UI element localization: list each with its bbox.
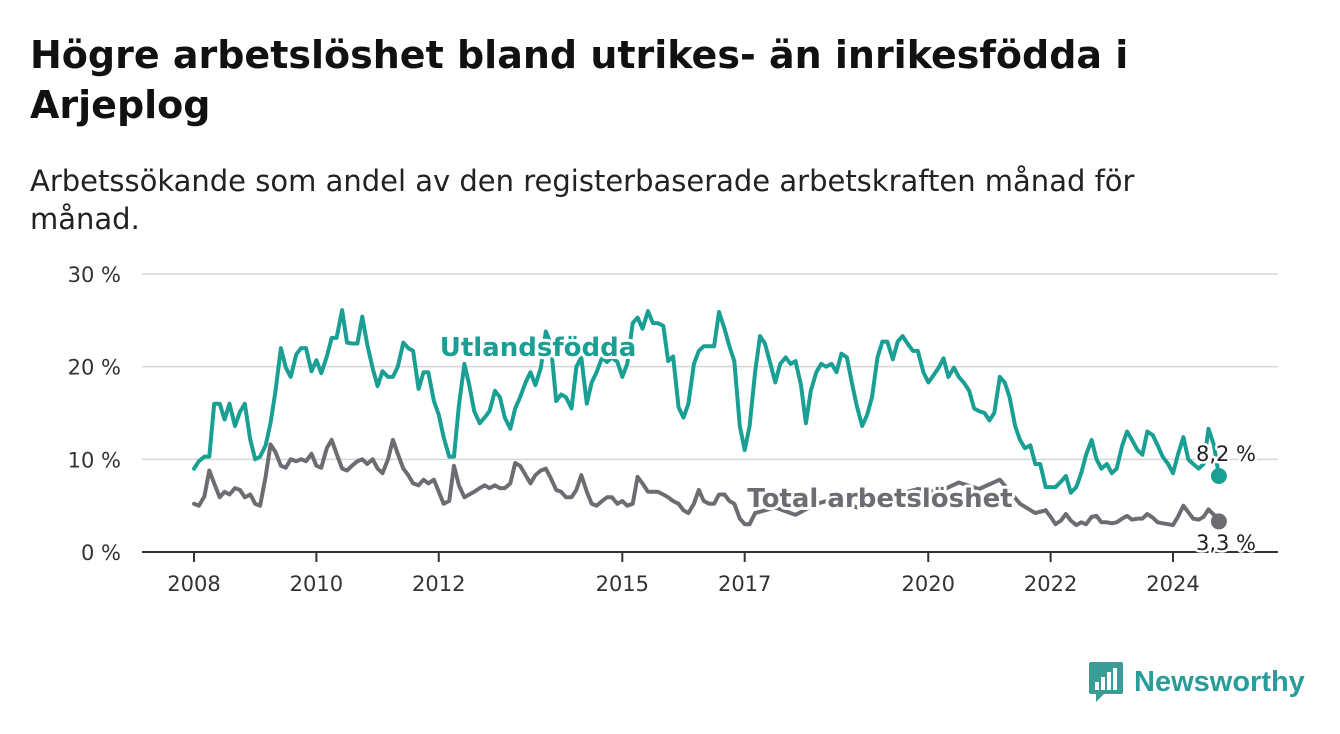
x-tick-label: 2020 [902, 572, 955, 596]
brand: Newsworthy [1088, 660, 1305, 704]
newsworthy-logo-icon [1089, 662, 1123, 702]
series-lines [192, 308, 1227, 530]
x-tick-label: 2008 [167, 572, 220, 596]
y-tick-label: 30 % [68, 263, 121, 287]
y-tick-label: 0 % [81, 541, 121, 565]
series-line-utlandsfodda [192, 308, 1221, 495]
x-tick-label: 2012 [412, 572, 465, 596]
x-tick-label: 2022 [1024, 572, 1077, 596]
end-label-total: 3,3 % [1196, 531, 1256, 555]
series-line-total-mid [753, 477, 1048, 517]
chart-subtitle: Arbetssökande som andel av den registerb… [30, 164, 1135, 236]
end-label-utlandsfodda: 8,2 % [1196, 442, 1256, 466]
end-marker-utlandsfodda [1210, 468, 1227, 485]
x-tick-label: 2015 [596, 572, 649, 596]
label-total-arbetsloshet: Total arbetslöshet [747, 484, 1012, 514]
x-tick-label: 2017 [718, 572, 771, 596]
y-tick-label: 10 % [68, 448, 121, 472]
series-line-total-recent [1043, 503, 1221, 528]
brand-name: Newsworthy [1134, 665, 1305, 698]
axes: 0 % 10 % 20 % 30 % 2008 2010 2012 2015 2017 2020 2… [68, 263, 1278, 596]
x-tick-label: 2024 [1146, 572, 1199, 596]
series-line-total [192, 437, 758, 527]
gridlines [142, 273, 1278, 461]
series-labels: Utlandsfödda Total arbetslöshet 8,2 % 3,… [437, 330, 1259, 558]
y-tick-label: 20 % [68, 356, 121, 380]
label-utlandsfodda: Utlandsfödda [440, 333, 637, 363]
chart-title: Högre arbetslöshet bland utrikes- än inr… [30, 33, 1129, 127]
x-tick-label: 2010 [290, 572, 343, 596]
